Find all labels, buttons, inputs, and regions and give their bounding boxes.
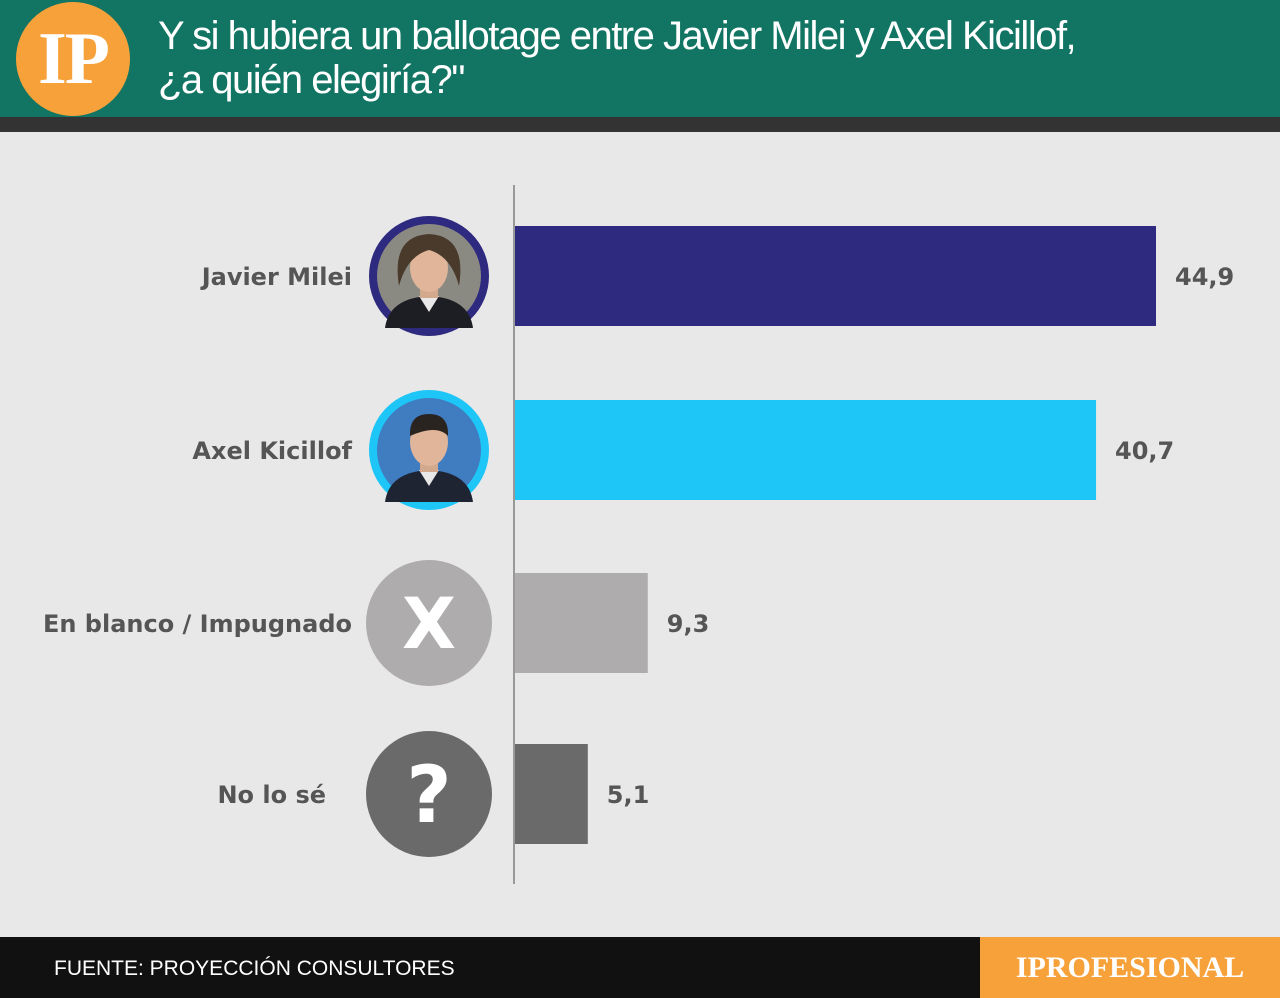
- page-title: Y si hubiera un ballotage entre Javier M…: [158, 14, 1158, 102]
- x-icon: X: [366, 560, 492, 686]
- value-label-2: 9,3: [667, 610, 710, 638]
- footer: FUENTE: PROYECCIÓN CONSULTORES IPROFESIO…: [0, 937, 1280, 998]
- bar-chart: 44,9 Javier Milei 40,7 Axel Kicillof 9,3 En b…: [43, 185, 1234, 884]
- category-label-0: Javier Milei: [200, 263, 352, 291]
- portrait-face: [410, 244, 448, 292]
- icon-glyph: X: [402, 583, 456, 665]
- title-line-1: Y si hubiera un ballotage entre Javier M…: [158, 14, 1077, 58]
- brand-logo: IPROFESIONAL: [980, 937, 1280, 998]
- ip-logo: IP: [16, 2, 130, 116]
- category-label-3: No lo sé: [217, 781, 326, 809]
- icon-circle: [366, 731, 492, 857]
- value-label-1: 40,7: [1115, 437, 1174, 465]
- header: IP Y si hubiera un ballotage entre Javie…: [0, 0, 1280, 132]
- portrait-hair: [397, 234, 461, 286]
- portrait-hair: [409, 414, 449, 436]
- value-label-3: 5,1: [607, 781, 650, 809]
- portrait-collar: [419, 470, 439, 486]
- bar-0: [515, 226, 1156, 326]
- icon-circle: [366, 560, 492, 686]
- icon-glyph: ?: [406, 751, 451, 841]
- header-band: IP Y si hubiera un ballotage entre Javie…: [0, 0, 1280, 117]
- category-label-2: En blanco / Impugnado: [43, 610, 352, 638]
- title-line-2: ¿a quién elegiría?": [158, 58, 465, 102]
- bar-2: [515, 573, 648, 673]
- category-label-1: Axel Kicillof: [192, 437, 352, 465]
- portrait-axel-kicillof-icon: [369, 390, 489, 510]
- bar-1: [515, 400, 1097, 500]
- bar-3: [515, 744, 588, 844]
- value-label-0: 44,9: [1175, 263, 1234, 291]
- portrait-javier-milei-icon: [369, 216, 489, 336]
- question-icon: ?: [366, 731, 492, 857]
- portrait-collar: [419, 296, 439, 312]
- source-note: FUENTE: PROYECCIÓN CONSULTORES: [54, 957, 455, 980]
